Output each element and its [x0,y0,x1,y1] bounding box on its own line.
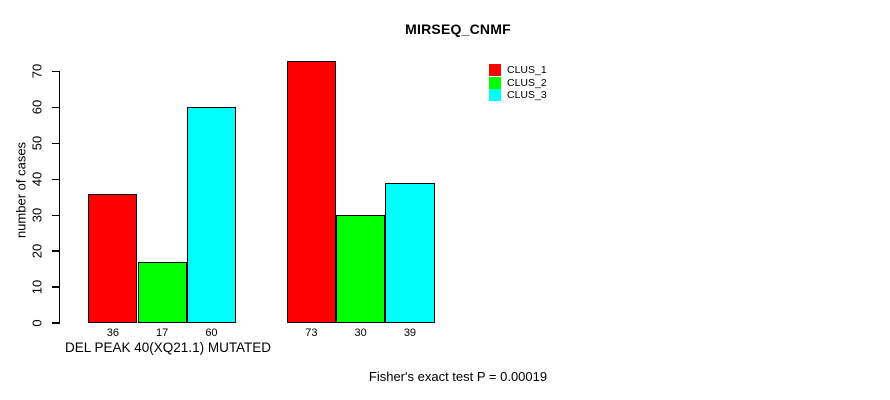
y-tick-label: 30 [29,207,45,223]
y-tick-mark [51,142,60,145]
legend-item-clus_2: CLUS_2 [489,76,547,90]
legend-label: CLUS_3 [507,89,547,102]
y-tick-mark [51,178,60,180]
bar-clus_3-group1 [186,107,237,323]
bar-value-label: 30 [354,327,367,339]
bar-value-label: 39 [403,327,417,339]
bar-clus_2-group2 [336,215,386,323]
legend: CLUS_1 CLUS_2 CLUS_3 [489,64,547,102]
bar-clus_1-group1 [88,193,138,323]
x-axis-label: DEL PEAK 40(XQ21.1) MUTATED [65,340,272,355]
y-axis-line [59,71,61,325]
bar-value-label: 60 [205,327,218,339]
y-tick-mark [51,70,60,73]
y-tick-mark [51,322,60,324]
legend-label: CLUS_1 [507,64,547,77]
bar-value-label: 17 [156,327,169,339]
y-tick-label: 10 [29,279,45,295]
legend-item-clus_3: CLUS_3 [489,89,547,102]
legend-swatch-icon [489,76,501,89]
bar-value-label: 36 [106,327,119,339]
y-tick-mark [51,250,60,252]
bar-value-label: 73 [305,327,318,339]
bar-clus_3-group2 [385,182,435,323]
legend-swatch-icon [489,89,501,102]
y-tick-label: 70 [29,64,45,79]
y-tick-label: 0 [29,319,45,327]
bar-clus_1-group2 [286,60,336,323]
chart-title: MIRSEQ_CNMF [405,21,511,37]
legend-item-clus_1: CLUS_1 [489,64,547,77]
y-tick-label: 50 [29,136,45,151]
bar-clus_2-group1 [137,261,187,323]
y-tick-label: 40 [29,172,45,187]
y-tick-label: 20 [29,243,45,259]
y-tick-mark [51,106,60,109]
y-tick-mark [51,286,60,288]
y-tick-label: 60 [29,100,45,115]
stat-annotation: Fisher's exact test P = 0.00019 [368,369,548,384]
y-tick-mark [51,214,60,216]
legend-swatch-icon [489,64,501,77]
legend-label: CLUS_2 [507,76,547,89]
